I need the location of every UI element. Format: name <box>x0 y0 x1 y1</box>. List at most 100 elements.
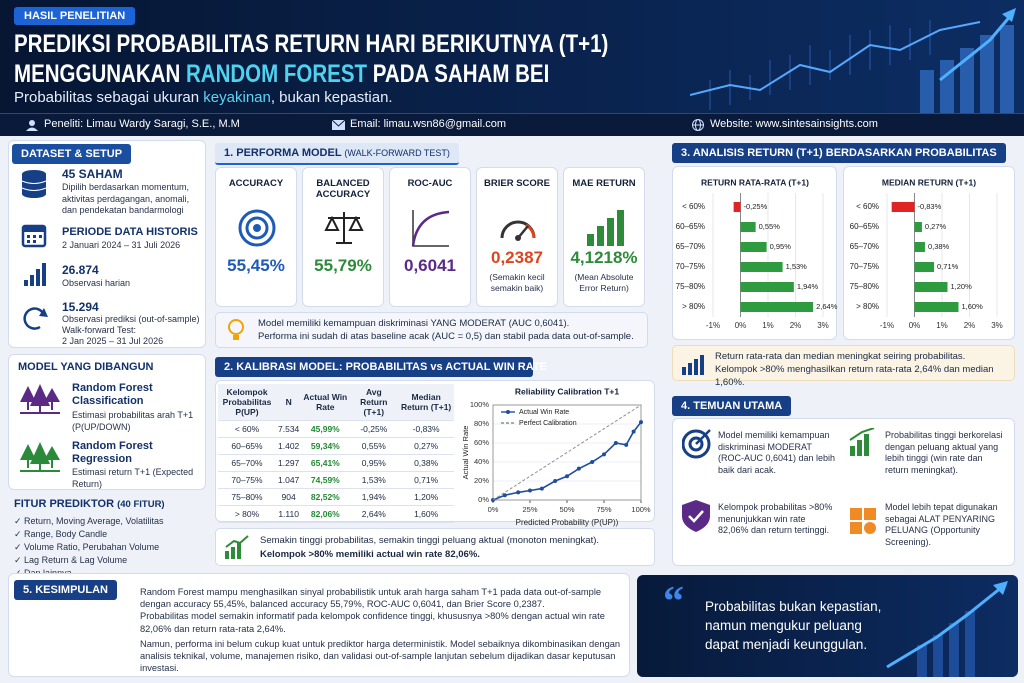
email: Email: limau.wsn86@gmail.com <box>350 118 507 130</box>
title-line: PREDIKSI PROBABILITAS RETURN HARI BERIKU… <box>14 30 609 58</box>
note-text: Performa ini sudah di atas baseline acak… <box>258 331 634 342</box>
bar <box>914 302 959 312</box>
globe-icon <box>692 119 704 131</box>
svg-text:“: “ <box>663 579 684 625</box>
bar <box>740 222 756 232</box>
dataset-text: Observasi harian <box>62 278 131 288</box>
title-line: MENGGUNAKAN RANDOM FOREST PADA SAHAM BEI <box>14 60 549 89</box>
series-line <box>492 421 642 501</box>
website: Website: www.sintesainsights.com <box>710 118 878 130</box>
bar <box>914 222 922 232</box>
dataset-text: 2 Jan 2025 – 31 Jul 2026 <box>62 336 164 346</box>
x-tick-label: 50% <box>559 505 574 514</box>
point <box>576 466 581 471</box>
dataset-text: Dipilih berdasarkan momentum, aktivitas … <box>62 182 190 215</box>
model-name: Random Forest Classification <box>72 382 153 407</box>
section-title: DATASET & SETUP <box>12 144 132 164</box>
bar <box>914 262 935 272</box>
table-cell: 0,55% <box>349 437 399 455</box>
x-tick-label: 3% <box>817 321 829 330</box>
point <box>565 474 569 479</box>
header-cell: Median Return (T+1) <box>398 384 454 421</box>
dataset-text: Walk-forward Test: <box>62 325 137 335</box>
table-cell: -0,83% <box>398 420 454 438</box>
header-cell: N <box>276 384 302 421</box>
header-cell: Avg Return (T+1) <box>349 384 399 421</box>
legend-label: Perfect Calibration <box>519 420 577 427</box>
conclusion-paragraph: Random Forest mampu menghasilkan sinyal … <box>140 587 602 610</box>
table-cell: 1,20% <box>398 488 454 506</box>
table-cell: 0,71% <box>398 471 454 489</box>
dataset-heading: PERIODE DATA HISTORIS <box>62 226 198 238</box>
category-label: 65–70% <box>850 242 879 251</box>
title-highlight: RANDOM FOREST <box>185 60 368 88</box>
table-cell: 0,95% <box>349 454 399 472</box>
metric-value: 55,79% <box>314 256 372 275</box>
x-tick-label: 0% <box>735 321 747 330</box>
value-label: 1,60% <box>962 302 984 311</box>
legend-label: Actual Win Rate <box>519 409 569 416</box>
point <box>539 486 544 491</box>
y-axis-label: Actual Win Rate <box>461 426 470 480</box>
metric-card: ACCURACY 55,45% <box>215 167 297 307</box>
metric-card: ROC-AUC 0,6041 <box>389 167 471 307</box>
point <box>553 479 558 483</box>
title-text: MENGGUNAKAN <box>14 60 186 88</box>
section-subtitle: (WALK-FORWARD TEST) <box>344 148 450 158</box>
model-desc: Estimasi probabilitas arah T+1 (P(UP/DOW… <box>72 410 194 432</box>
quote-text: Probabilitas bukan kepastian, namun meng… <box>705 599 882 652</box>
table-cell: 59,34% <box>301 437 350 455</box>
table-cell: 0,27% <box>398 437 454 455</box>
point <box>631 429 636 434</box>
features-count: (40 FITUR) <box>117 499 165 510</box>
table-row: 60–65% 1.402 59,34% 0,55% 0,27% <box>218 437 454 455</box>
finding-text: Model lebih tepat digunakan sebagai ALAT… <box>885 502 998 547</box>
note-text: Return rata-rata dan median meningkat se… <box>715 351 966 362</box>
bar <box>914 282 948 292</box>
badge: HASIL PENELITIAN <box>14 7 136 25</box>
subtitle-text: , bukan kepastian. <box>270 89 393 106</box>
header-decoration <box>690 8 1016 113</box>
title-text: PADA SAHAM BEI <box>367 60 550 88</box>
feature-item: ✓ Volume Ratio, Perubahan Volume <box>14 542 160 552</box>
table-cell: 65,41% <box>301 454 350 472</box>
y-tick-label: 60% <box>474 438 489 447</box>
note-text: Semakin tinggi probabilitas, semakin tin… <box>260 535 600 546</box>
table-row: > 80% 1.110 82,06% 2,64% 1,60% <box>218 505 454 523</box>
point <box>502 493 507 498</box>
plot-frame <box>492 404 642 501</box>
feature-text: Lag Return & Lag Volume <box>24 555 128 565</box>
x-axis-label: Predicted Probability (P(UP)) <box>516 518 619 527</box>
table-cell: 74,59% <box>301 471 350 489</box>
section-title: 2. KALIBRASI MODEL: PROBABILITAS vs ACTU… <box>215 357 547 377</box>
value-label: 1,53% <box>786 262 808 271</box>
note-box: Return rata-rata dan median meningkat se… <box>672 345 1015 388</box>
findings-panel <box>672 418 1015 566</box>
metric-label: BRIER SCORE <box>484 178 550 189</box>
tree-icons <box>20 384 60 472</box>
chart-title: Reliability Calibration T+1 <box>515 386 619 396</box>
metric-value: 0,6041 <box>404 256 456 275</box>
table-cell: 1,94% <box>349 488 399 506</box>
table-row: 65–70% 1.297 65,41% 0,95% 0,38% <box>218 454 454 472</box>
quote-box: “ Probabilitas bukan kepastian, namun me… <box>637 575 1018 677</box>
section-title-text: 1. PERFORMA MODEL <box>224 147 342 159</box>
x-tick-label: 2% <box>964 321 976 330</box>
bar <box>740 302 814 312</box>
note-text: Kelompok >80% menghasilkan return rata-r… <box>715 364 994 388</box>
table-cell: -0,25% <box>349 420 399 438</box>
quote-decoration: “ <box>663 579 1008 677</box>
point <box>590 460 595 464</box>
model-name: Random Forest Regression <box>72 440 153 465</box>
x-tick-label: 0% <box>909 321 921 330</box>
dataset-text: 2 Januari 2024 – 31 Juli 2026 <box>62 240 181 250</box>
bar <box>740 282 794 292</box>
table-row: < 60% 7.534 45,99% -0,25% -0,83% <box>218 420 454 438</box>
category-label: 60–65% <box>850 222 879 231</box>
x-tick-label: -1% <box>880 321 894 330</box>
features-title: FITUR PREDIKTOR (40 FITUR) <box>14 498 165 510</box>
category-label: 75–80% <box>676 282 705 291</box>
scale-icon <box>324 212 364 244</box>
table-cell: 7.534 <box>276 420 302 438</box>
